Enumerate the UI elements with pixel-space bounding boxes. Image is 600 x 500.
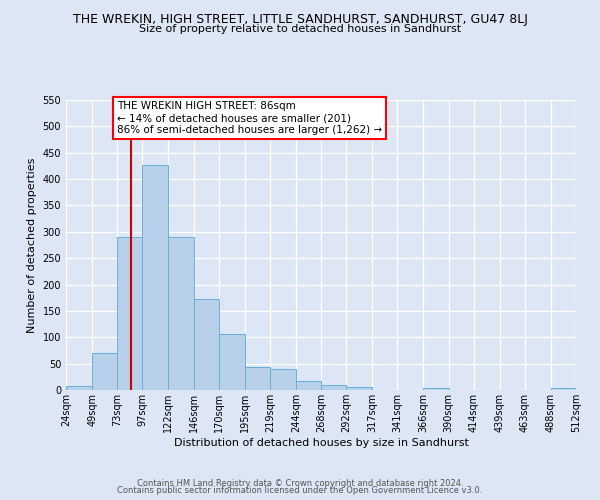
Bar bbox=[92, 353, 117, 390]
Text: THE WREKIN, HIGH STREET, LITTLE SANDHURST, SANDHURST, GU47 8LJ: THE WREKIN, HIGH STREET, LITTLE SANDHURS… bbox=[73, 12, 527, 26]
Bar bbox=[270, 370, 296, 390]
X-axis label: Distribution of detached houses by size in Sandhurst: Distribution of detached houses by size … bbox=[173, 438, 469, 448]
Bar bbox=[321, 386, 346, 390]
Text: THE WREKIN HIGH STREET: 86sqm
← 14% of detached houses are smaller (201)
86% of : THE WREKIN HIGH STREET: 86sqm ← 14% of d… bbox=[117, 102, 382, 134]
Bar bbox=[346, 388, 372, 390]
Bar bbox=[551, 388, 576, 390]
Bar bbox=[117, 236, 142, 390]
Text: Contains public sector information licensed under the Open Government Licence v3: Contains public sector information licen… bbox=[118, 486, 482, 495]
Bar bbox=[296, 381, 321, 390]
Bar bbox=[218, 334, 245, 390]
Bar bbox=[424, 388, 449, 390]
Bar bbox=[194, 299, 218, 390]
Bar bbox=[66, 386, 92, 390]
Y-axis label: Number of detached properties: Number of detached properties bbox=[27, 158, 37, 332]
Bar bbox=[245, 367, 270, 390]
Text: Contains HM Land Registry data © Crown copyright and database right 2024.: Contains HM Land Registry data © Crown c… bbox=[137, 478, 463, 488]
Text: Size of property relative to detached houses in Sandhurst: Size of property relative to detached ho… bbox=[139, 24, 461, 34]
Bar bbox=[169, 236, 193, 390]
Bar bbox=[142, 165, 169, 390]
